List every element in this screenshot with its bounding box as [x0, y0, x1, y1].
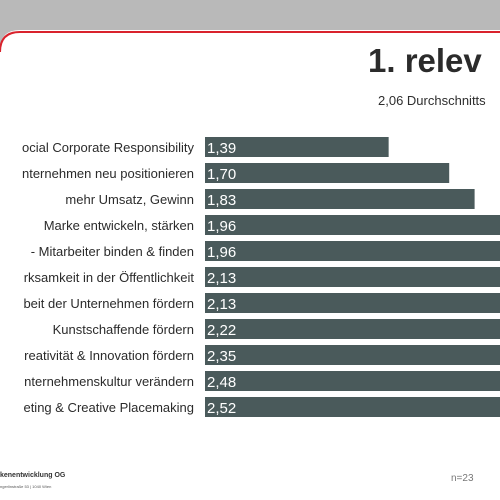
bar-value-label: 1,70 [207, 166, 236, 183]
slide-subtitle: 2,06 Durchschnitts [378, 93, 486, 108]
bar-value-label: 1,96 [207, 218, 236, 235]
bar [205, 163, 450, 183]
category-label: reativität & Innovation fördern [24, 348, 194, 363]
category-label: Marke entwickeln, stärken [44, 218, 194, 233]
category-label: Kunstschaffende fördern [53, 322, 194, 337]
bar [205, 189, 475, 209]
bar [205, 137, 389, 157]
bar [205, 293, 500, 313]
category-label: ocial Corporate Responsibility [22, 140, 194, 155]
sample-size: n=23 [451, 473, 474, 484]
bar-value-label: 2,35 [207, 348, 236, 365]
bar [205, 319, 500, 339]
category-label: nternehmenskultur verändern [24, 374, 194, 389]
bar-value-label: 2,48 [207, 374, 236, 391]
bar-value-label: 1,83 [207, 192, 236, 209]
bar [205, 345, 500, 365]
bar-value-label: 2,22 [207, 322, 236, 339]
footer-address: ngerlinstraße 53 | 1040 Wien [0, 484, 52, 489]
category-label: - Mitarbeiter binden & finden [31, 244, 194, 259]
bar-value-label: 2,13 [207, 270, 236, 287]
bar-value-label: 1,96 [207, 244, 236, 261]
accent-line [0, 31, 500, 53]
footer-company-name: kenentwicklung OG [0, 472, 66, 479]
slide-title: 1. relev [368, 42, 482, 79]
category-label: eting & Creative Placemaking [23, 400, 194, 415]
bar [205, 215, 500, 235]
category-label: beit der Unternehmen fördern [23, 296, 194, 311]
bar-value-label: 2,13 [207, 296, 236, 313]
bar [205, 371, 500, 391]
bar-value-label: 1,39 [207, 140, 236, 157]
bar-value-label: 2,52 [207, 400, 236, 417]
bar [205, 241, 500, 261]
category-label: mehr Umsatz, Gewinn [65, 192, 194, 207]
bar [205, 267, 500, 287]
bar [205, 397, 500, 417]
category-label: rksamkeit in der Öffentlichkeit [24, 270, 195, 285]
category-label: nternehmen neu positionieren [22, 166, 194, 181]
